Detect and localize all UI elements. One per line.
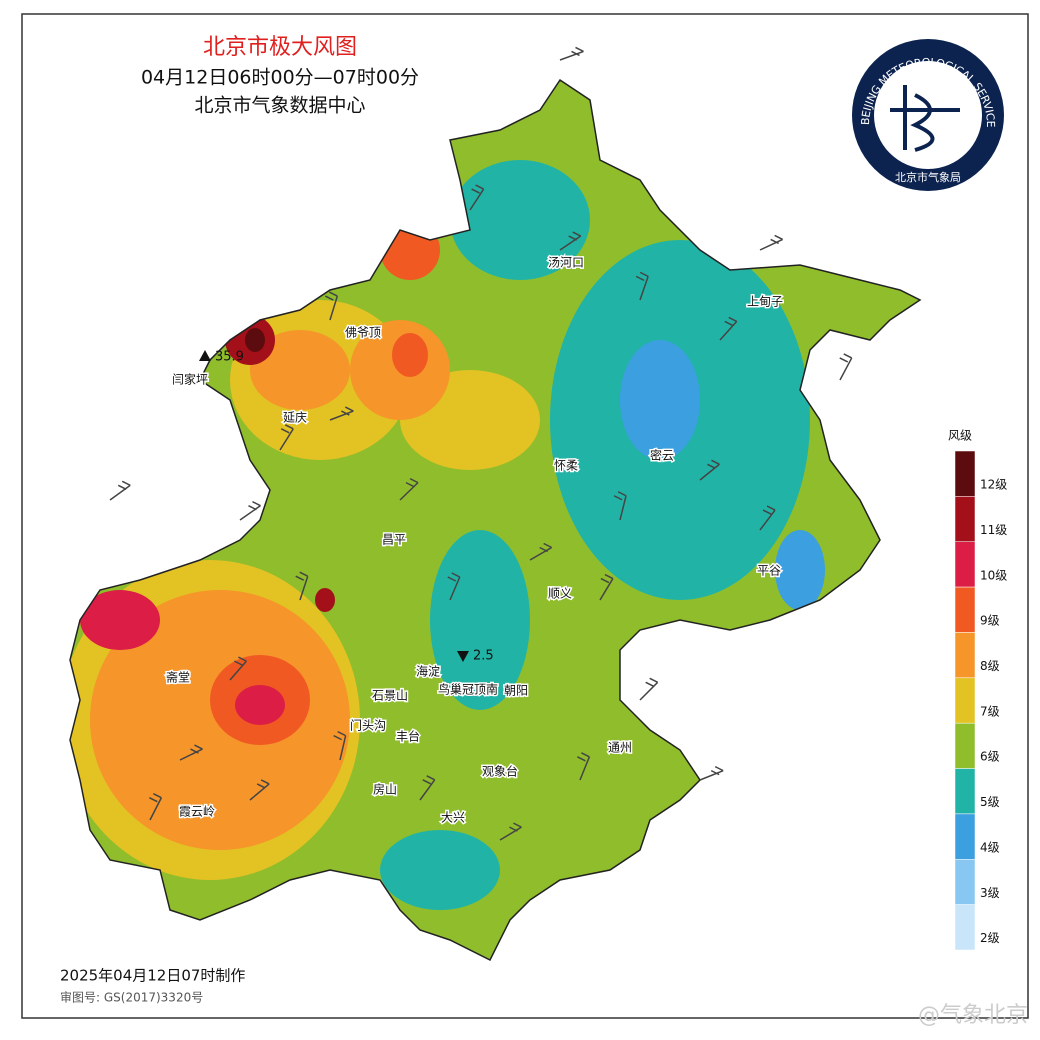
wind-barb [613, 491, 627, 521]
wind-barb [759, 505, 776, 531]
legend-swatch [954, 813, 976, 860]
place-label: 顺义 [548, 587, 572, 601]
legend-label: 11级 [980, 523, 1007, 537]
place-label: 通州 [608, 741, 632, 755]
wind-barb [179, 744, 203, 761]
wind-barb [699, 765, 724, 781]
place-label: 上甸子 [747, 295, 783, 309]
legend-swatch [954, 541, 976, 588]
place-label: 观象台 [482, 764, 518, 779]
place-label: 平谷 [757, 564, 781, 578]
legend-label: 6级 [980, 750, 1000, 764]
legend-label: 7级 [980, 704, 1000, 718]
wind-barb [599, 573, 614, 601]
legend-label: 4级 [980, 840, 1000, 854]
wind-barb [149, 793, 163, 821]
wind-barb [324, 291, 339, 321]
legend-swatch [954, 722, 976, 769]
place-label: 佛爷顶 [345, 326, 381, 340]
place-label: 丰台 [396, 729, 420, 744]
legend-swatch [954, 450, 976, 497]
place-label: 霞云岭 [179, 805, 215, 819]
place-label: 延庆 [283, 411, 307, 425]
wind-barb [447, 572, 461, 601]
place-label: 房山 [373, 782, 397, 797]
watermark: @气象北京 [918, 1003, 1028, 1028]
made-time: 2025年04月12日07时制作 [60, 967, 245, 985]
place-label: 怀柔 [554, 459, 578, 473]
wind-barb [469, 184, 485, 211]
legend-swatch [954, 677, 976, 724]
logo-name: 北京市气象局 [895, 170, 961, 184]
legend-title: 风级 [948, 429, 972, 443]
wind-barb [249, 779, 270, 801]
legend-label: 3级 [980, 886, 1000, 900]
place-label: 昌平 [382, 533, 406, 547]
legend-swatch [954, 859, 976, 905]
legend-swatch [954, 632, 976, 679]
station-marker [457, 651, 469, 662]
place-label: 密云 [650, 448, 674, 463]
legend-swatch [954, 586, 976, 633]
source: 北京市气象数据中心 [194, 95, 365, 117]
wind-barb [639, 677, 659, 701]
legend-label: 2级 [980, 931, 1000, 945]
wind-barb [419, 775, 436, 801]
wind-barb [399, 477, 419, 501]
wind-barb [529, 542, 553, 561]
wind-barb [109, 480, 131, 501]
legend-swatch [954, 768, 976, 815]
place-label: 石景山 [372, 689, 408, 703]
wind-barb [559, 231, 582, 251]
station-name: 鸟巢冠顶南 [438, 682, 498, 697]
legend-label: 9级 [980, 614, 1000, 628]
wind-barb [719, 316, 738, 341]
place-label: 斋堂 [166, 670, 190, 685]
wind-barb [635, 271, 649, 301]
legend-label: 5级 [980, 795, 1000, 809]
place-label: 大兴 [441, 811, 465, 825]
legend-label: 12级 [980, 478, 1007, 492]
place-label: 门头沟 [350, 718, 386, 733]
legend-label: 10级 [980, 568, 1007, 582]
wind-barb [559, 46, 584, 61]
place-label: 海淀 [416, 664, 440, 679]
subtitle: 04月12日06时00分—07时00分 [141, 67, 419, 89]
wind-barb [333, 730, 347, 761]
station-marker [199, 350, 211, 361]
logo: BEIJING METEOROLOGICAL SERVICE 北京市气象局 [852, 39, 1004, 191]
wind-barb [329, 406, 354, 421]
wind-barb [499, 822, 522, 841]
wind-barb [699, 459, 720, 481]
station-name: 闫家坪 [172, 372, 208, 387]
wind-barb [279, 424, 294, 451]
wind-barb [839, 353, 853, 381]
wind-barb [229, 656, 247, 681]
station-value: 35.9 [215, 350, 244, 365]
station-value: 2.5 [473, 649, 494, 664]
wind-barb [759, 234, 783, 251]
wind-barb [295, 571, 309, 601]
place-label: 汤河口 [548, 256, 584, 270]
legend-swatch [954, 496, 976, 542]
place-label: 朝阳 [504, 684, 528, 698]
legend-label: 8级 [980, 659, 1000, 673]
approval: 审图号: GS(2017)3320号 [60, 990, 203, 1005]
wind-barb [239, 500, 261, 521]
title: 北京市极大风图 [203, 35, 357, 60]
legend-swatch [954, 904, 976, 951]
wind-barb [577, 752, 591, 781]
